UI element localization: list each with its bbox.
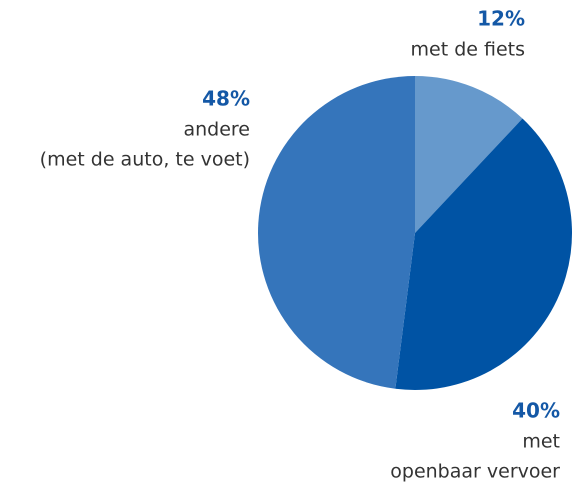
slice-value-label: 40%: [512, 399, 560, 423]
slice-category-label: met de fiets: [411, 39, 525, 61]
slice-value-label: 48%: [202, 87, 250, 111]
slice-category-label: (met de auto, te voet): [40, 149, 250, 171]
slice-category-label: openbaar vervoer: [390, 461, 560, 483]
slice-value-label: 12%: [477, 7, 525, 31]
slice-category-label: andere: [183, 119, 250, 141]
pie-slice: [395, 118, 572, 390]
slice-category-label: met: [522, 431, 560, 453]
pie-slice: [258, 76, 415, 389]
pie-slice: [415, 76, 523, 233]
